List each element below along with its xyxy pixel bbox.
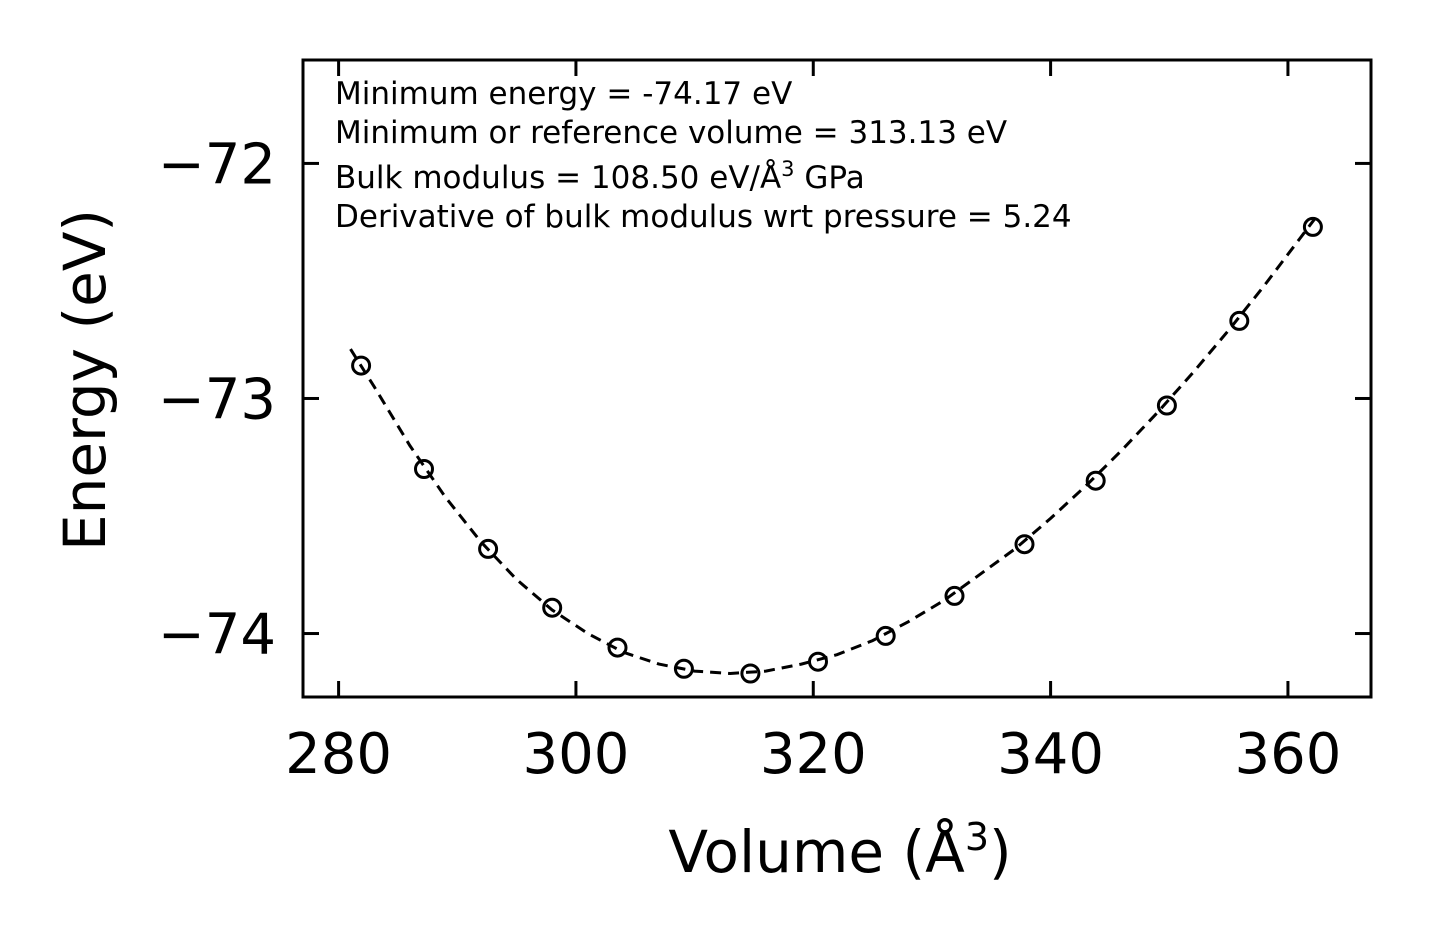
data-point <box>944 585 965 606</box>
data-point <box>673 658 694 679</box>
data-point <box>1302 216 1323 237</box>
y-axis-title: Energy (eV) <box>51 209 119 551</box>
data-point <box>808 651 828 672</box>
axis-ticks <box>303 60 1371 697</box>
data-point <box>607 637 628 658</box>
plot-area <box>349 214 1323 684</box>
annotation-bulk-derivative: Derivative of bulk modulus wrt pressure … <box>335 199 1072 235</box>
y-tick-label: −74 <box>158 603 276 668</box>
data-point <box>1014 534 1035 555</box>
x-tick-label: 360 <box>1234 722 1341 787</box>
annotation-min-volume: Minimum or reference volume = 313.13 eV <box>335 115 1007 151</box>
data-point <box>1085 470 1106 491</box>
data-point <box>875 625 896 646</box>
y-tick-label: −72 <box>158 132 276 197</box>
fit-annotations: Minimum energy = -74.17 eV Minimum or re… <box>335 76 1072 235</box>
x-tick-label: 300 <box>522 722 629 787</box>
data-point <box>478 538 499 559</box>
data-point <box>1156 395 1177 416</box>
y-tick-label: −73 <box>158 367 276 432</box>
x-axis-title: Volume (Å3) <box>668 815 1011 886</box>
x-tick-label: 280 <box>285 722 392 787</box>
fit-curve <box>349 214 1319 676</box>
data-point <box>1229 310 1250 331</box>
data-point <box>414 459 434 479</box>
data-point <box>542 597 563 618</box>
annotation-bulk-modulus: Bulk modulus = 108.50 eV/Å3 GPa <box>335 157 865 196</box>
annotation-min-energy: Minimum energy = -74.17 eV <box>335 76 792 112</box>
axis-tick-labels: 280 300 320 340 360 −74 −73 −72 <box>158 132 1342 787</box>
x-tick-label: 320 <box>760 722 867 787</box>
x-tick-label: 340 <box>997 722 1104 787</box>
axes-frame <box>301 58 1373 699</box>
data-point <box>351 355 372 376</box>
data-point <box>740 663 761 684</box>
